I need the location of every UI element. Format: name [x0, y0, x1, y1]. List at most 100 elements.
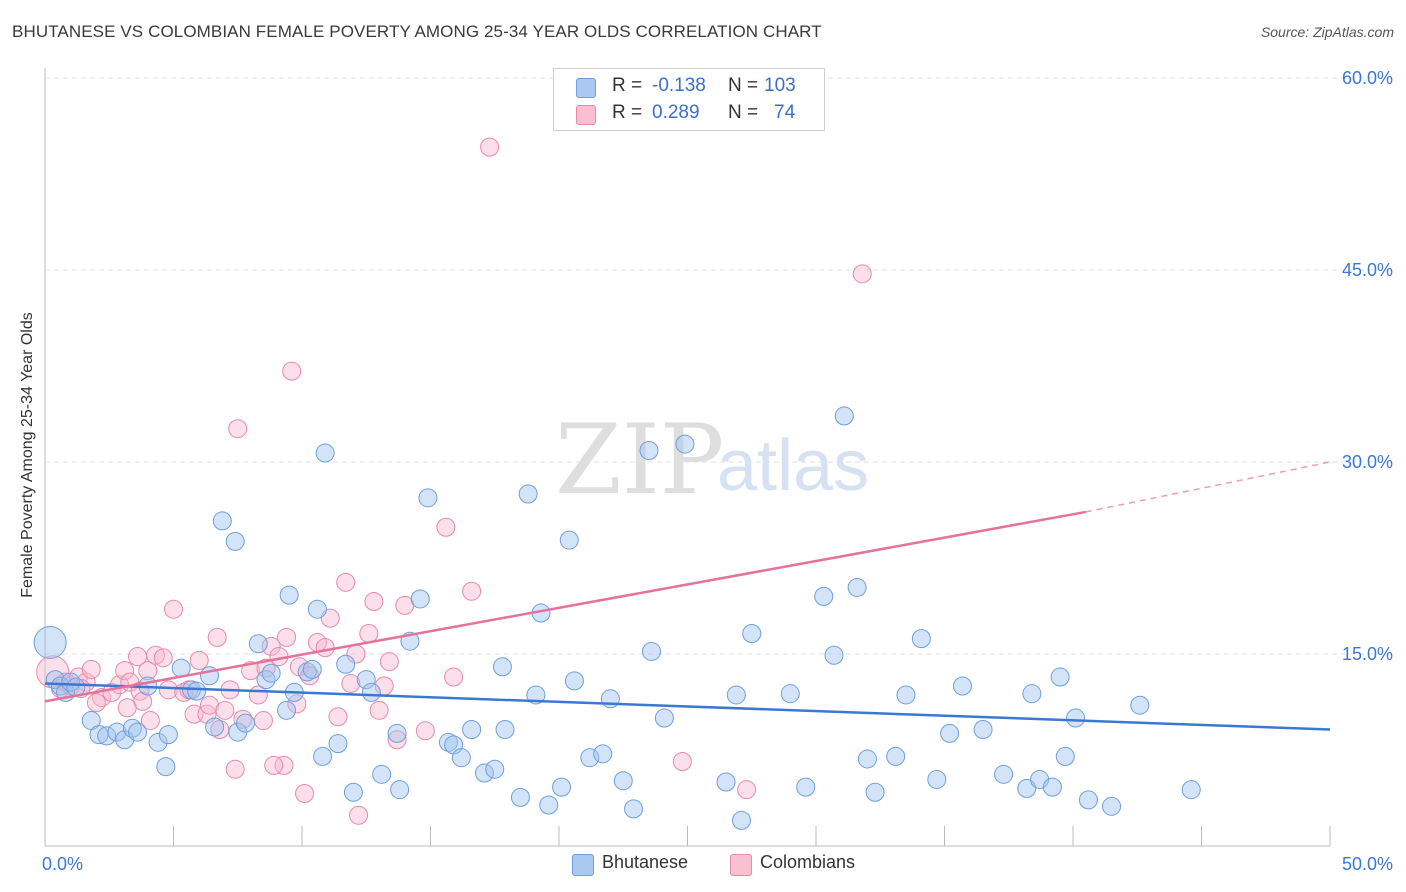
- point-bhutanese: [814, 586, 834, 606]
- point-bhutanese: [451, 748, 471, 768]
- point-bhutanese: [225, 531, 245, 551]
- point-colombians: [328, 707, 348, 727]
- x-tick-label: 50.0%: [1342, 854, 1393, 874]
- point-bhutanese: [824, 645, 844, 665]
- point-bhutanese: [639, 440, 659, 460]
- point-colombians: [415, 721, 435, 741]
- r-value: 0.289: [652, 102, 700, 123]
- point-bhutanese: [205, 717, 225, 737]
- point-bhutanese: [33, 625, 67, 659]
- point-colombians: [359, 624, 379, 644]
- point-bhutanese: [462, 720, 482, 740]
- point-bhutanese: [994, 764, 1014, 784]
- point-bhutanese: [780, 684, 800, 704]
- point-bhutanese: [847, 577, 867, 597]
- n-value: 74: [774, 102, 796, 123]
- point-colombians: [117, 698, 137, 718]
- point-bhutanese: [613, 771, 633, 791]
- point-bhutanese: [624, 799, 644, 819]
- point-bhutanese: [1022, 684, 1042, 704]
- point-colombians: [282, 361, 302, 381]
- point-colombians: [138, 661, 158, 681]
- point-colombians: [444, 667, 464, 687]
- point-bhutanese: [1050, 667, 1070, 687]
- point-bhutanese: [1102, 796, 1122, 816]
- point-bhutanese: [552, 777, 572, 797]
- point-colombians: [207, 627, 227, 647]
- point-bhutanese: [148, 732, 168, 752]
- watermark-atlas: atlas: [717, 426, 869, 506]
- point-bhutanese: [390, 780, 410, 800]
- trend-lines: [44, 461, 1331, 731]
- gridlines: [45, 77, 1395, 655]
- point-bhutanese: [297, 662, 317, 682]
- point-bhutanese: [158, 725, 178, 745]
- point-bhutanese: [886, 746, 906, 766]
- point-colombians: [264, 755, 284, 775]
- point-bhutanese: [492, 657, 512, 677]
- point-bhutanese: [675, 434, 695, 454]
- tick-labels: 15.0% 30.0% 45.0% 60.0% 0.0% 50.0%: [42, 68, 1393, 874]
- point-colombians: [86, 693, 106, 713]
- correlation-legend: R = -0.138 N = 103 R = 0.289 N = 74: [553, 68, 825, 131]
- point-bhutanese: [485, 759, 505, 779]
- point-bhutanese: [315, 443, 335, 463]
- point-bhutanese: [654, 708, 674, 728]
- y-tick-label: 60.0%: [1342, 68, 1393, 88]
- point-bhutanese: [474, 763, 494, 783]
- point-bhutanese: [61, 672, 81, 692]
- point-bhutanese: [261, 663, 281, 683]
- point-bhutanese: [307, 599, 327, 619]
- point-bhutanese: [277, 700, 297, 720]
- series-colombians: [36, 137, 872, 825]
- y-tick-label: 15.0%: [1342, 644, 1393, 664]
- point-bhutanese: [410, 589, 430, 609]
- point-colombians: [189, 650, 209, 670]
- point-colombians: [287, 694, 307, 714]
- point-bhutanese: [865, 782, 885, 802]
- point-bhutanese: [1130, 695, 1150, 715]
- legend-swatch-bhutanese: [576, 78, 596, 98]
- point-bhutanese: [526, 685, 546, 705]
- point-bhutanese: [279, 585, 299, 605]
- axes: [44, 68, 1331, 847]
- n-label: N =: [728, 75, 759, 96]
- point-bhutanese: [1055, 746, 1075, 766]
- point-colombians: [146, 645, 166, 665]
- point-bhutanese: [328, 734, 348, 754]
- point-colombians: [256, 658, 276, 678]
- point-bhutanese: [356, 670, 376, 690]
- point-bhutanese: [107, 722, 127, 742]
- point-colombians: [274, 755, 294, 775]
- point-bhutanese: [973, 720, 993, 740]
- point-colombians: [462, 581, 482, 601]
- point-bhutanese: [343, 782, 363, 802]
- point-bhutanese: [235, 713, 255, 733]
- point-colombians: [81, 659, 101, 679]
- source-credit: Source: ZipAtlas.com: [1260, 24, 1394, 40]
- point-bhutanese: [187, 681, 207, 701]
- point-bhutanese: [97, 726, 117, 746]
- point-colombians: [76, 672, 96, 692]
- point-bhutanese: [857, 749, 877, 769]
- point-bhutanese: [438, 732, 458, 752]
- point-colombians: [228, 419, 248, 439]
- point-bhutanese: [1078, 790, 1098, 810]
- point-colombians: [199, 695, 219, 715]
- x-tick-label: 0.0%: [42, 854, 83, 874]
- point-bhutanese: [248, 634, 268, 654]
- point-bhutanese: [911, 629, 931, 649]
- point-bhutanese: [361, 682, 381, 702]
- legend-swatch-bhutanese: [572, 854, 594, 876]
- point-colombians: [158, 680, 178, 700]
- point-colombians: [341, 673, 361, 693]
- point-colombians: [253, 711, 273, 731]
- point-colombians: [140, 711, 160, 731]
- point-bhutanese: [302, 659, 322, 679]
- point-colombians: [336, 572, 356, 592]
- point-bhutanese: [642, 641, 662, 661]
- point-colombians: [349, 805, 369, 825]
- trend-line-colombians: [44, 510, 1087, 703]
- point-colombians: [215, 700, 235, 720]
